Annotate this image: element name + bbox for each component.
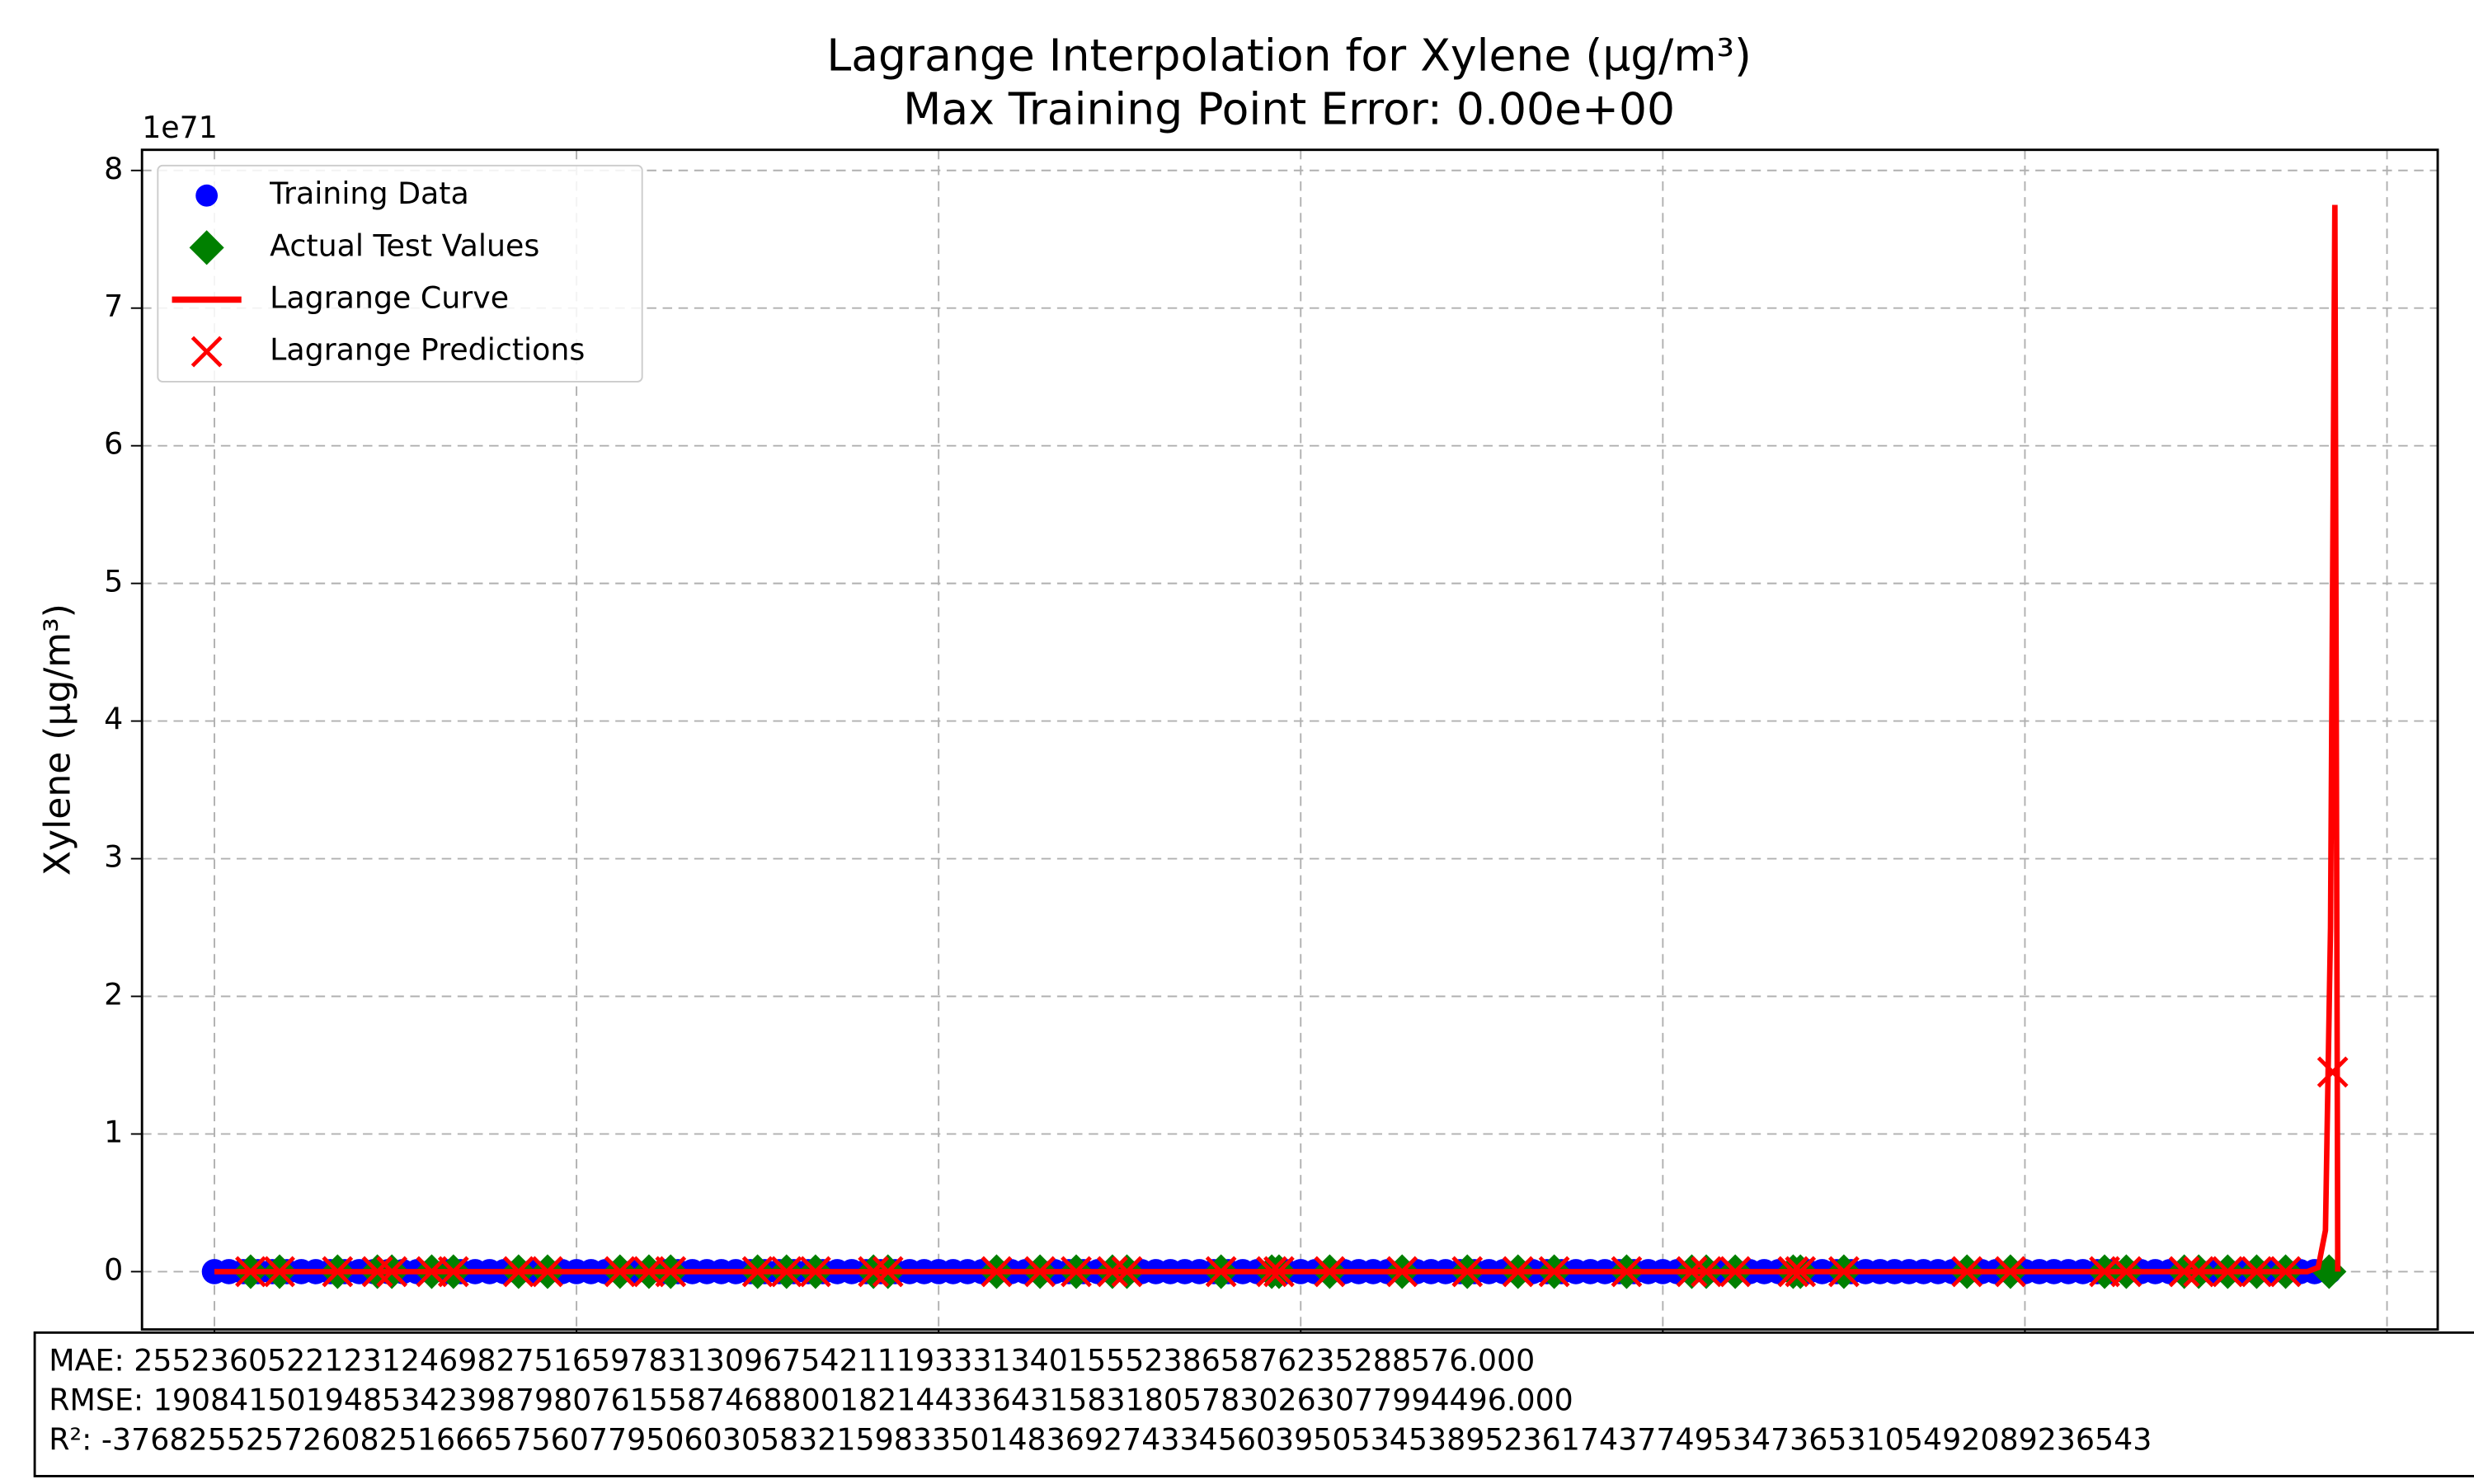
- metrics-line: R²: -37682552572608251666575607795060305…: [49, 1421, 2152, 1457]
- y-tick-label: 7: [104, 289, 123, 324]
- y-tick-label: 4: [104, 702, 123, 737]
- prediction-point: [1502, 1256, 1534, 1288]
- legend-box: [157, 164, 643, 383]
- metrics-box: [33, 1331, 2474, 1477]
- prediction-point: [1994, 1256, 2026, 1288]
- prediction-point: [2269, 1256, 2302, 1288]
- prediction-point: [2089, 1256, 2120, 1288]
- prediction-point: [437, 1256, 469, 1288]
- prediction-point: [1386, 1256, 1418, 1288]
- prediction-point: [1785, 1256, 1817, 1288]
- prediction-point: [741, 1256, 774, 1288]
- prediction-point: [1676, 1256, 1708, 1288]
- prediction-point: [416, 1256, 448, 1288]
- prediction-point: [1777, 1256, 1809, 1288]
- y-tick-label: 0: [104, 1252, 123, 1287]
- prediction-point: [799, 1256, 831, 1288]
- prediction-point: [361, 1256, 393, 1288]
- legend-label: Actual Test Values: [270, 228, 539, 263]
- chart-subtitle: Max Training Point Error: 0.00e+00: [903, 82, 1675, 134]
- prediction-point: [1951, 1256, 1983, 1288]
- y-tick-label: 5: [104, 564, 123, 599]
- legend-label: Lagrange Curve: [270, 279, 509, 315]
- metrics-line: MAE: 25523605221231246982751659783130967…: [49, 1343, 1535, 1378]
- prediction-point: [770, 1256, 802, 1288]
- prediction-point: [604, 1256, 636, 1288]
- prediction-point: [322, 1256, 354, 1288]
- prediction-point: [2168, 1256, 2200, 1288]
- prediction-point: [1538, 1256, 1570, 1288]
- plot-frame: [140, 148, 2439, 1331]
- metrics-line: RMSE: 1908415019485342398798076155874688…: [49, 1383, 1573, 1418]
- prediction-point: [376, 1256, 408, 1288]
- prediction-point: [502, 1256, 534, 1288]
- legend-label: Training Data: [269, 176, 469, 211]
- prediction-point: [1691, 1256, 1722, 1288]
- prediction-point: [1061, 1256, 1092, 1288]
- y-tick-label: 3: [104, 839, 123, 875]
- prediction-point: [235, 1256, 266, 1288]
- prediction-point: [1827, 1256, 1860, 1288]
- prediction-point: [1024, 1256, 1056, 1288]
- prediction-point: [2110, 1256, 2142, 1288]
- training-point: [195, 184, 219, 207]
- prediction-point: [1719, 1256, 1752, 1288]
- prediction-point: [655, 1256, 687, 1288]
- prediction-point: [1205, 1256, 1237, 1288]
- y-tick-label: 6: [104, 426, 123, 462]
- prediction-point: [2183, 1256, 2215, 1288]
- legend-label: Lagrange Predictions: [270, 332, 585, 368]
- prediction-point: [1256, 1256, 1288, 1288]
- prediction-point: [190, 336, 223, 368]
- prediction-point: [2241, 1256, 2273, 1288]
- prediction-point: [1263, 1256, 1295, 1288]
- chart-title: Lagrange Interpolation for Xylene (µg/m³…: [826, 29, 1751, 81]
- prediction-point: [1314, 1256, 1346, 1288]
- prediction-point: [1611, 1256, 1643, 1288]
- offset-text: 1e71: [142, 110, 218, 145]
- prediction-point: [858, 1256, 890, 1288]
- prediction-point: [981, 1256, 1013, 1288]
- prediction-point: [872, 1256, 904, 1288]
- prediction-point: [2316, 1056, 2349, 1088]
- y-tick-label: 8: [104, 151, 123, 186]
- prediction-point: [1097, 1256, 1128, 1288]
- prediction-point: [1111, 1256, 1143, 1288]
- prediction-point: [264, 1256, 295, 1288]
- prediction-point: [532, 1256, 563, 1288]
- prediction-point: [633, 1256, 665, 1288]
- y-tick-label: 1: [104, 1114, 123, 1149]
- prediction-point: [2212, 1256, 2244, 1288]
- prediction-point: [1451, 1256, 1484, 1288]
- lagrange-curve: [214, 204, 2341, 1275]
- y-tick-label: 2: [104, 977, 123, 1012]
- y-axis-label: Xylene (µg/m³): [37, 603, 79, 876]
